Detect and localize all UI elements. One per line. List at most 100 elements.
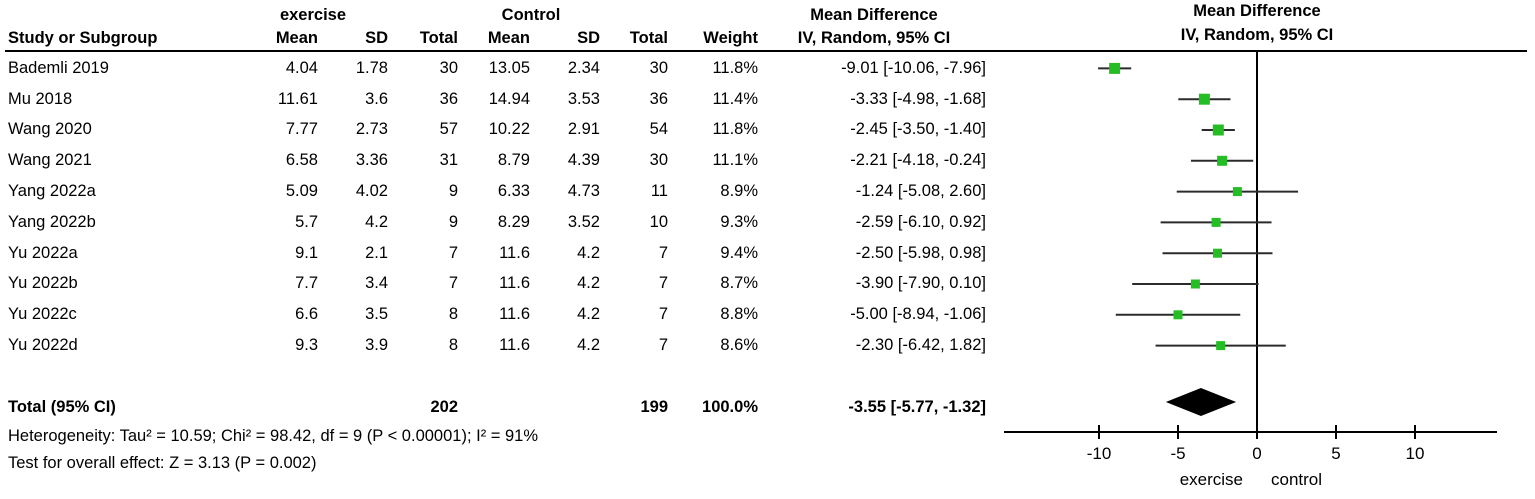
study-rows: Bademli 2019 4.04 1.78 30 13.05 2.34 30 11.8% -9… (0, 53, 1535, 361)
control-total: 7 (658, 274, 668, 293)
exercise-total: 31 (439, 151, 458, 170)
col-header-study: Study or Subgroup (8, 28, 158, 47)
study-name: Bademli 2019 (8, 58, 109, 77)
exercise-sd: 3.4 (365, 274, 388, 293)
study-row: Bademli 2019 4.04 1.78 30 13.05 2.34 30 11.8% -9… (0, 53, 1535, 84)
control-total: 36 (649, 89, 668, 108)
md-ci-text: -2.30 [-6.42, 1.82] (855, 336, 986, 355)
weight: 11.1% (712, 151, 758, 170)
control-sd: 4.2 (577, 336, 600, 355)
col-header-control-mean: Mean (487, 28, 530, 47)
exercise-total: 7 (448, 243, 458, 262)
study-row: Wang 2021 6.58 3.36 31 8.79 4.39 30 11.1% -2.21 … (0, 145, 1535, 176)
exercise-sd: 4.02 (355, 182, 388, 201)
exercise-sd: 3.6 (365, 89, 388, 108)
weight: 8.7% (720, 274, 758, 293)
col-header-ci: IV, Random, 95% CI (797, 28, 951, 47)
group-header-spacer (392, 0, 462, 26)
control-mean: 6.33 (497, 182, 530, 201)
weight: 11.4% (712, 89, 758, 108)
total-exercise-n: 202 (430, 397, 458, 416)
weight: 9.3% (720, 212, 758, 231)
group-header-control: Control (501, 6, 561, 24)
exercise-mean: 4.04 (285, 58, 318, 77)
control-sd: 2.34 (567, 58, 600, 77)
control-sd: 3.53 (567, 89, 600, 108)
control-mean: 14.94 (488, 89, 530, 108)
control-mean: 8.29 (497, 212, 530, 231)
study-name: Yu 2022c (8, 305, 77, 324)
col-header-exercise-total: Total (419, 28, 458, 47)
exercise-mean: 5.7 (295, 212, 318, 231)
total-weight: 100.0% (702, 397, 758, 416)
md-ci-text: -2.45 [-3.50, -1.40] (850, 120, 986, 139)
total-ci-text: -3.55 [-5.77, -1.32] (848, 397, 986, 416)
control-total: 10 (649, 212, 668, 231)
weight: 9.4% (720, 243, 758, 262)
study-name: Wang 2021 (8, 151, 92, 170)
group-header-exercise: exercise (279, 6, 347, 24)
control-sd: 4.2 (577, 243, 600, 262)
md-ci-text: -2.21 [-4.18, -0.24] (850, 151, 986, 170)
group-header-row: exercise Control Mean Difference (0, 0, 1535, 26)
total-row: Total (95% CI) 202 199 100.0% -3.55 [-5.… (0, 392, 1535, 423)
col-header-control-sd: SD (577, 28, 600, 47)
md-ci-text: -1.24 [-5.08, 2.60] (855, 182, 986, 201)
exercise-total: 9 (448, 212, 458, 231)
weight: 8.8% (720, 305, 758, 324)
group-header-spacer (604, 0, 762, 26)
control-sd: 4.39 (567, 151, 600, 170)
col-header-exercise-mean: Mean (275, 28, 318, 47)
md-ci-text: -3.33 [-4.98, -1.68] (850, 89, 986, 108)
study-row: Yang 2022a 5.09 4.02 9 6.33 4.73 11 8.9% -1.24 [… (0, 176, 1535, 207)
study-row: Mu 2018 11.61 3.6 36 14.94 3.53 36 11.4% -3.33 [… (0, 84, 1535, 115)
study-row: Yu 2022a 9.1 2.1 7 11.6 4.2 7 9.4% -2.50 [-5.98,… (0, 238, 1535, 269)
control-sd: 2.91 (567, 120, 600, 139)
weight: 8.9% (720, 182, 758, 201)
study-name: Yang 2022a (8, 182, 96, 201)
total-control-n: 199 (640, 397, 668, 416)
study-row: Wang 2020 7.77 2.73 57 10.22 2.91 54 11.8% -2.45… (0, 115, 1535, 146)
md-ci-text: -5.00 [-8.94, -1.06] (850, 305, 986, 324)
exercise-mean: 9.3 (295, 336, 318, 355)
study-name: Mu 2018 (8, 89, 73, 108)
exercise-mean: 6.58 (285, 151, 318, 170)
control-total: 7 (658, 305, 668, 324)
plot-header-mean-difference: Mean Difference (1193, 2, 1321, 20)
exercise-total: 7 (448, 274, 458, 293)
control-mean: 10.22 (488, 120, 530, 139)
exercise-mean: 9.1 (295, 243, 318, 262)
exercise-sd: 3.5 (365, 305, 388, 324)
md-ci-text: -9.01 [-10.06, -7.96] (841, 58, 986, 77)
control-mean: 11.6 (499, 243, 530, 262)
exercise-total: 9 (448, 182, 458, 201)
exercise-total: 8 (448, 336, 458, 355)
control-total: 54 (649, 120, 668, 139)
control-mean: 11.6 (499, 336, 530, 355)
study-row: Yu 2022c 6.6 3.5 8 11.6 4.2 7 8.8% -5.00 [-8.94,… (0, 299, 1535, 330)
study-name: Yang 2022b (8, 212, 96, 231)
study-name: Yu 2022d (8, 336, 78, 355)
md-ci-text: -2.59 [-6.10, 0.92] (855, 212, 986, 231)
weight: 11.8% (712, 120, 758, 139)
header-rule (5, 50, 1527, 52)
group-header-mean-difference: Mean Difference (810, 6, 938, 24)
col-header-exercise-sd: SD (365, 28, 388, 47)
exercise-mean: 5.09 (285, 182, 318, 201)
control-mean: 11.6 (499, 305, 530, 324)
md-ci-text: -3.90 [-7.90, 0.10] (855, 274, 986, 293)
exercise-mean: 7.7 (295, 274, 318, 293)
overall-effect-text: Test for overall effect: Z = 3.13 (P = 0… (8, 453, 317, 472)
exercise-sd: 3.9 (365, 336, 388, 355)
column-header-row: Study or Subgroup Mean SD Total Mean SD … (0, 26, 1535, 50)
control-mean: 8.79 (497, 151, 530, 170)
control-sd: 4.73 (567, 182, 600, 201)
study-name: Yu 2022b (8, 274, 78, 293)
weight: 8.6% (720, 336, 758, 355)
exercise-total: 8 (448, 305, 458, 324)
exercise-sd: 1.78 (355, 58, 388, 77)
plot-header-ci: IV, Random, 95% CI (1180, 26, 1334, 44)
col-header-weight: Weight (703, 28, 758, 47)
study-row: Yu 2022d 9.3 3.9 8 11.6 4.2 7 8.6% -2.30 [-6.42,… (0, 330, 1535, 361)
